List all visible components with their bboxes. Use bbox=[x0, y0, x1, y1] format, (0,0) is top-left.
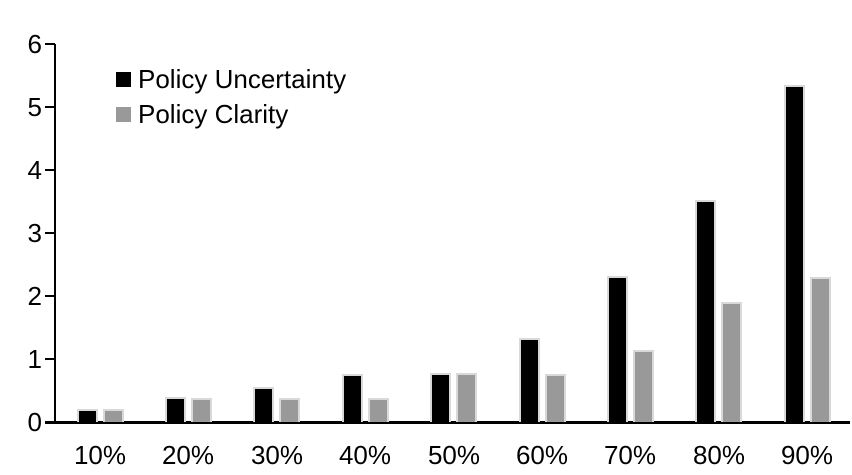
legend-swatch-policy-clarity bbox=[116, 106, 131, 122]
x-tick-label-20: 20% bbox=[161, 440, 215, 470]
bar-policy-clarity-70 bbox=[633, 350, 654, 422]
bar-policy-clarity-80 bbox=[721, 302, 742, 422]
y-tick-label-2: 2 bbox=[27, 281, 42, 311]
bar-policy-uncertainty-50 bbox=[430, 373, 451, 422]
y-tick-5 bbox=[45, 106, 55, 108]
x-tick-label-40: 40% bbox=[338, 440, 392, 470]
bar-policy-uncertainty-30 bbox=[253, 387, 274, 422]
x-tick-label-80: 80% bbox=[692, 440, 746, 470]
x-tick-label-60: 60% bbox=[515, 440, 569, 470]
bar-policy-clarity-30 bbox=[279, 398, 300, 422]
x-tick-label-30: 30% bbox=[250, 440, 304, 470]
bar-policy-uncertainty-10 bbox=[77, 409, 98, 422]
y-tick-label-6: 6 bbox=[27, 29, 42, 59]
bar-policy-clarity-90 bbox=[810, 277, 831, 422]
y-tick-label-3: 3 bbox=[27, 218, 42, 248]
y-tick-label-0: 0 bbox=[27, 407, 42, 437]
bar-policy-clarity-50 bbox=[456, 373, 477, 422]
bar-policy-uncertainty-80 bbox=[695, 200, 716, 422]
y-axis-line bbox=[54, 44, 56, 423]
x-tick-label-10: 10% bbox=[73, 440, 127, 470]
y-tick-6 bbox=[45, 43, 55, 45]
y-tick-2 bbox=[45, 295, 55, 297]
legend-label-policy-uncertainty: Policy Uncertainty bbox=[138, 64, 347, 94]
bar-policy-uncertainty-70 bbox=[607, 276, 628, 422]
y-tick-label-4: 4 bbox=[27, 155, 42, 185]
legend-item-policy-uncertainty: Policy Uncertainty bbox=[116, 66, 346, 92]
bar-policy-uncertainty-90 bbox=[784, 85, 805, 422]
x-tick-label-90: 90% bbox=[780, 440, 834, 470]
bar-policy-clarity-40 bbox=[368, 398, 389, 422]
y-tick-1 bbox=[45, 358, 55, 360]
y-tick-label-1: 1 bbox=[27, 344, 42, 374]
legend-swatch-policy-uncertainty bbox=[116, 71, 131, 87]
bar-policy-clarity-10 bbox=[103, 409, 124, 422]
x-axis-line bbox=[45, 421, 850, 424]
bar-policy-uncertainty-40 bbox=[342, 374, 363, 422]
y-tick-0 bbox=[45, 421, 55, 423]
bar-policy-clarity-20 bbox=[191, 398, 212, 422]
legend-label-policy-clarity: Policy Clarity bbox=[138, 99, 289, 129]
legend-item-policy-clarity: Policy Clarity bbox=[116, 101, 346, 127]
y-tick-4 bbox=[45, 169, 55, 171]
bar-policy-uncertainty-20 bbox=[165, 397, 186, 422]
x-tick-label-70: 70% bbox=[603, 440, 657, 470]
bar-policy-uncertainty-60 bbox=[519, 338, 540, 422]
y-tick-label-5: 5 bbox=[27, 92, 42, 122]
bar-policy-clarity-60 bbox=[545, 374, 566, 422]
x-tick-label-50: 50% bbox=[427, 440, 481, 470]
y-tick-3 bbox=[45, 232, 55, 234]
legend: Policy Uncertainty Policy Clarity bbox=[116, 66, 346, 127]
